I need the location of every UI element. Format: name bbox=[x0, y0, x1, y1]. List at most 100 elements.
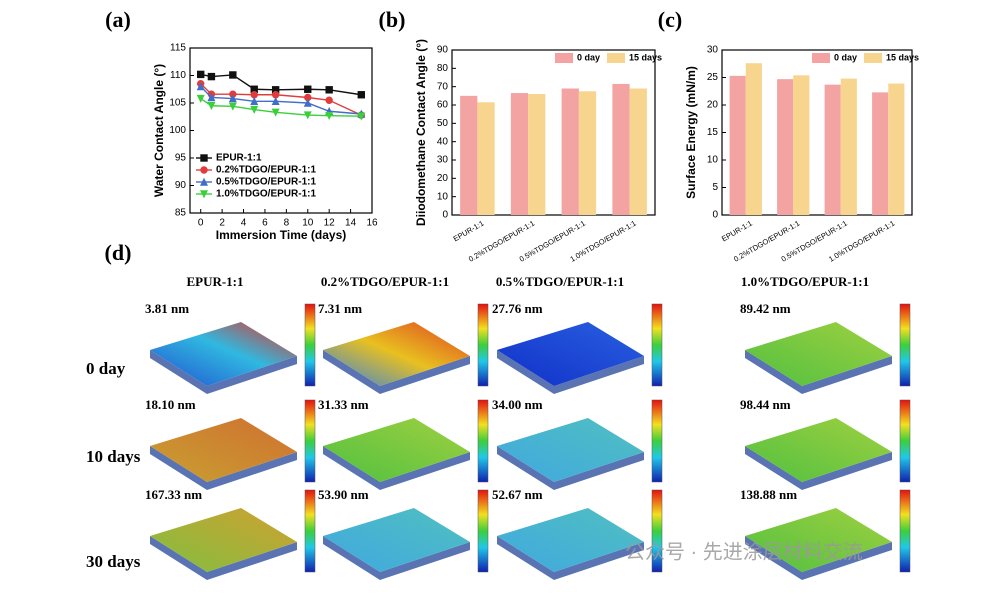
bar bbox=[745, 63, 762, 216]
plot-frame bbox=[451, 49, 656, 216]
x-tick-label: 10 bbox=[302, 218, 314, 229]
marker bbox=[303, 98, 312, 107]
marker bbox=[207, 102, 216, 111]
colorbar bbox=[651, 489, 663, 573]
afm-surface bbox=[150, 418, 297, 482]
afm-skirt bbox=[150, 536, 297, 580]
colorbar bbox=[304, 399, 316, 483]
legend-label: 0.5%TDGO/EPUR-1:1 bbox=[216, 177, 316, 188]
afm-skirt bbox=[150, 350, 297, 394]
panel-label: (c) bbox=[658, 7, 682, 32]
roughness-label: 138.88 nm bbox=[740, 487, 797, 502]
afm-surface bbox=[323, 508, 470, 572]
colorbar bbox=[651, 303, 663, 387]
colorbar bbox=[477, 489, 489, 573]
y-tick-label: 0 bbox=[442, 210, 448, 221]
y-axis-label: Water Contact Angle (°) bbox=[152, 64, 166, 197]
colorbar bbox=[899, 303, 911, 387]
afm-surface bbox=[497, 418, 644, 482]
afm-surface bbox=[150, 322, 297, 386]
roughness-label: 7.31 nm bbox=[318, 301, 362, 316]
bar bbox=[824, 84, 841, 216]
legend-label: 0 day bbox=[834, 52, 857, 62]
afm-skirt bbox=[150, 446, 297, 490]
watermark: 公众号 · 先进涂层材料交流 bbox=[625, 540, 863, 563]
y-tick-label: 30 bbox=[707, 45, 719, 56]
x-tick-label: 2 bbox=[219, 218, 225, 229]
roughness-label: 52.67 nm bbox=[492, 487, 543, 502]
x-tick-label: 8 bbox=[284, 218, 290, 229]
row-label: 30 days bbox=[86, 552, 141, 571]
column-title: 0.2%TDGO/EPUR-1:1 bbox=[321, 274, 449, 289]
y-tick-label: 20 bbox=[437, 173, 449, 184]
panel-label: (d) bbox=[105, 240, 132, 265]
bar bbox=[528, 94, 546, 215]
colorbar bbox=[477, 303, 489, 387]
marker bbox=[229, 71, 237, 79]
colorbar bbox=[651, 399, 663, 483]
roughness-label: 3.81 nm bbox=[145, 301, 189, 316]
marker bbox=[207, 93, 216, 102]
bar bbox=[888, 83, 905, 215]
x-tick-label: 16 bbox=[366, 218, 378, 229]
roughness-label: 89.42 nm bbox=[740, 301, 791, 316]
bar bbox=[460, 95, 478, 215]
afm-surface bbox=[497, 322, 644, 386]
legend-label: 0 day bbox=[577, 52, 600, 62]
x-tick-label: 0 bbox=[198, 218, 204, 229]
marker bbox=[196, 94, 205, 103]
legend-label: 15 days bbox=[629, 52, 662, 62]
x-tick-label: 6 bbox=[262, 218, 268, 229]
y-tick-label: 85 bbox=[175, 208, 187, 219]
afm-surface bbox=[745, 508, 892, 572]
y-tick-label: 115 bbox=[170, 43, 186, 54]
marker bbox=[197, 70, 205, 79]
afm-skirt bbox=[323, 536, 470, 580]
bar bbox=[793, 75, 810, 215]
roughness-label: 18.10 nm bbox=[145, 397, 196, 412]
y-tick-label: 10 bbox=[707, 155, 719, 166]
marker bbox=[207, 72, 216, 81]
legend-swatch bbox=[607, 53, 625, 63]
legend-marker bbox=[199, 177, 209, 186]
y-tick-label: 25 bbox=[707, 72, 719, 83]
y-tick-label: 90 bbox=[175, 180, 187, 191]
series-line bbox=[200, 83, 362, 116]
y-axis-label: Surface Energy (mN/m) bbox=[684, 66, 698, 199]
panel-label: (a) bbox=[105, 7, 131, 32]
marker bbox=[250, 91, 258, 99]
afm-surface bbox=[150, 508, 297, 572]
marker bbox=[196, 82, 205, 91]
y-tick-label: 30 bbox=[437, 155, 449, 166]
column-title: EPUR-1:1 bbox=[186, 274, 243, 289]
y-tick-label: 110 bbox=[170, 70, 186, 81]
afm-skirt bbox=[497, 446, 644, 490]
afm-surface bbox=[745, 418, 892, 482]
marker bbox=[325, 111, 334, 120]
marker bbox=[304, 85, 312, 93]
afm-surface bbox=[745, 322, 892, 386]
colorbar bbox=[477, 399, 489, 483]
y-tick-label: 70 bbox=[437, 81, 449, 92]
column-title: 1.0%TDGO/EPUR-1:1 bbox=[741, 274, 869, 289]
marker bbox=[250, 97, 259, 106]
series-line bbox=[200, 86, 362, 115]
y-tick-label: 0 bbox=[712, 210, 718, 221]
legend-marker bbox=[199, 190, 209, 199]
roughness-label: 53.90 nm bbox=[318, 487, 369, 502]
marker bbox=[325, 86, 333, 94]
marker bbox=[228, 94, 237, 103]
y-tick-label: 100 bbox=[169, 125, 186, 136]
marker bbox=[271, 108, 280, 117]
x-tick-label: EPUR-1:1 bbox=[452, 219, 486, 244]
x-axis-label: Immersion Time (days) bbox=[216, 228, 347, 242]
legend-label: EPUR-1:1 bbox=[216, 153, 262, 164]
colorbar bbox=[899, 399, 911, 483]
x-tick-label: 12 bbox=[324, 218, 336, 229]
legend-swatch bbox=[812, 53, 830, 63]
marker bbox=[357, 91, 365, 99]
y-tick-label: 15 bbox=[707, 127, 719, 138]
bar bbox=[777, 79, 794, 216]
legend-label: 15 days bbox=[886, 52, 919, 62]
